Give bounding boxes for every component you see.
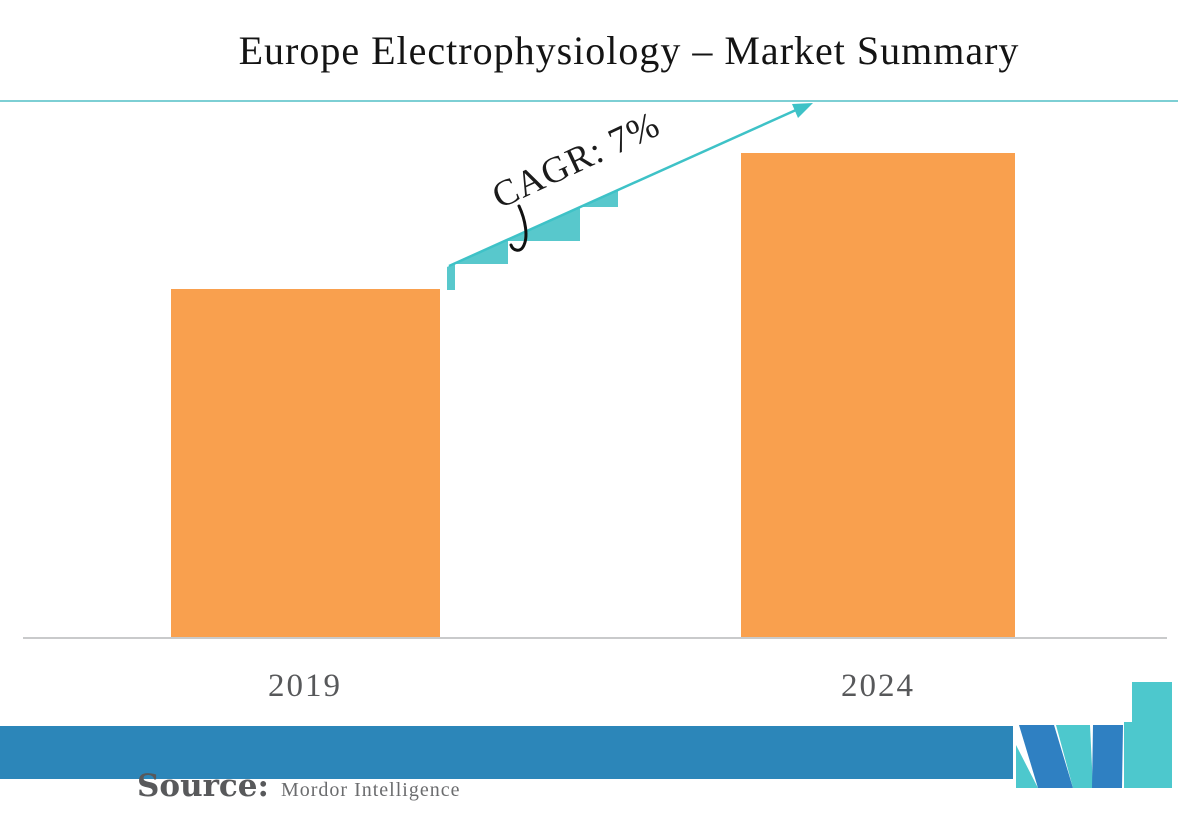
x-label-2024: 2024	[841, 668, 915, 704]
source-label: Source:	[137, 768, 269, 804]
mordor-intelligence-logo-icon	[1016, 682, 1172, 788]
growth-arrowhead-icon	[792, 103, 813, 118]
footer-band	[0, 726, 1013, 779]
divider-line	[0, 100, 1178, 102]
bar-2024	[741, 153, 1015, 638]
stray-mark	[509, 204, 528, 252]
x-axis-line	[23, 637, 1167, 639]
cagr-label: CAGR: 7%	[486, 104, 666, 217]
x-label-2019: 2019	[268, 668, 342, 704]
growth-staircase	[447, 190, 618, 290]
bar-2019	[171, 289, 440, 638]
source-value: Mordor Intelligence	[280, 779, 461, 801]
page-title: Europe Electrophysiology – Market Summar…	[238, 28, 1020, 73]
source-line: Source: Mordor Intelligence	[137, 768, 460, 804]
